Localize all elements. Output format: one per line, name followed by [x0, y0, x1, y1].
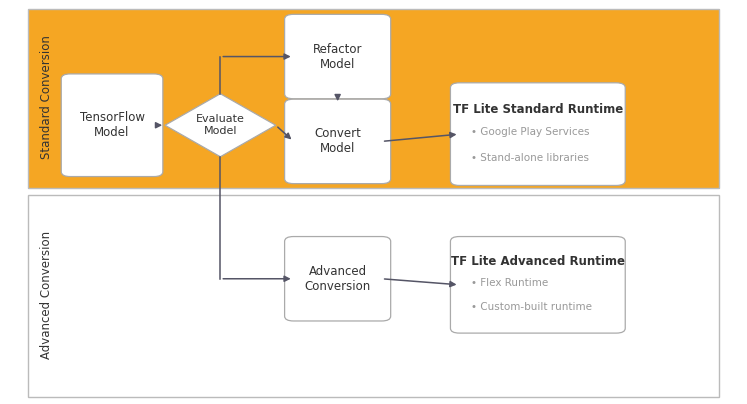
Text: Evaluate
Model: Evaluate Model: [196, 114, 245, 136]
FancyBboxPatch shape: [285, 15, 391, 99]
Text: TensorFlow
Model: TensorFlow Model: [79, 111, 145, 139]
FancyBboxPatch shape: [450, 237, 625, 333]
FancyBboxPatch shape: [450, 83, 625, 185]
Polygon shape: [165, 94, 276, 157]
Text: Standard Conversion: Standard Conversion: [40, 35, 53, 159]
Text: TF Lite Advanced Runtime: TF Lite Advanced Runtime: [451, 255, 624, 268]
FancyBboxPatch shape: [61, 74, 163, 177]
Text: TF Lite Standard Runtime: TF Lite Standard Runtime: [453, 103, 623, 116]
Text: Convert
Model: Convert Model: [314, 127, 361, 156]
Text: • Stand-alone libraries: • Stand-alone libraries: [471, 153, 589, 163]
Text: • Google Play Services: • Google Play Services: [471, 127, 589, 137]
FancyBboxPatch shape: [28, 9, 719, 188]
Text: • Custom-built runtime: • Custom-built runtime: [471, 303, 592, 312]
Text: Refactor
Model: Refactor Model: [313, 42, 362, 71]
Text: Advanced Conversion: Advanced Conversion: [40, 231, 53, 359]
Text: • Flex Runtime: • Flex Runtime: [471, 278, 548, 288]
FancyBboxPatch shape: [285, 99, 391, 183]
FancyBboxPatch shape: [285, 237, 391, 321]
Text: Advanced
Conversion: Advanced Conversion: [305, 265, 371, 293]
FancyBboxPatch shape: [28, 195, 719, 397]
